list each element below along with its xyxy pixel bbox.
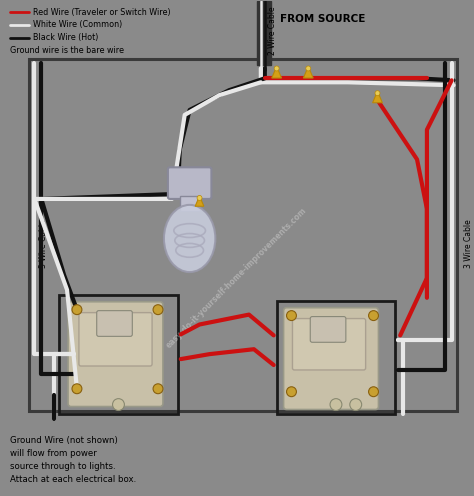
Circle shape (274, 66, 279, 71)
Circle shape (330, 399, 342, 411)
Text: Black Wire (Hot): Black Wire (Hot) (34, 33, 99, 42)
Text: easy-do-it-yourself-home-improvements.com: easy-do-it-yourself-home-improvements.co… (164, 206, 308, 350)
Circle shape (369, 310, 378, 320)
Circle shape (72, 305, 82, 314)
Circle shape (375, 91, 380, 96)
Bar (59, 295, 178, 415)
Circle shape (153, 384, 163, 394)
Text: 2 Wire Cable: 2 Wire Cable (268, 6, 277, 55)
FancyBboxPatch shape (292, 318, 365, 370)
Ellipse shape (164, 205, 215, 272)
Circle shape (197, 195, 202, 200)
Text: White Wire (Common): White Wire (Common) (34, 20, 123, 29)
Circle shape (350, 399, 362, 411)
FancyBboxPatch shape (310, 316, 346, 342)
Bar (257, 1, 271, 65)
Circle shape (286, 387, 296, 397)
FancyBboxPatch shape (79, 312, 152, 366)
Text: FROM SOURCE: FROM SOURCE (280, 14, 365, 24)
Circle shape (72, 384, 82, 394)
FancyBboxPatch shape (168, 167, 211, 199)
Text: 3 Wire Cable: 3 Wire Cable (464, 219, 473, 268)
Polygon shape (303, 66, 313, 78)
Text: Red Wire (Traveler or Switch Wire): Red Wire (Traveler or Switch Wire) (34, 7, 171, 16)
FancyBboxPatch shape (97, 310, 132, 336)
Polygon shape (373, 91, 383, 103)
Circle shape (153, 305, 163, 314)
Polygon shape (272, 66, 282, 78)
Circle shape (306, 66, 311, 71)
FancyBboxPatch shape (68, 302, 163, 407)
Polygon shape (195, 196, 204, 206)
Text: 3 Wire Cable: 3 Wire Cable (39, 219, 48, 268)
Circle shape (112, 399, 124, 411)
FancyBboxPatch shape (283, 308, 378, 410)
Bar (277, 301, 395, 415)
Bar (180, 196, 200, 211)
Circle shape (286, 310, 296, 320)
Circle shape (369, 387, 378, 397)
Text: Ground Wire (not shown)
will flow from power
source through to lights.
Attach at: Ground Wire (not shown) will flow from p… (10, 436, 136, 484)
Text: Ground wire is the bare wire: Ground wire is the bare wire (10, 46, 124, 55)
